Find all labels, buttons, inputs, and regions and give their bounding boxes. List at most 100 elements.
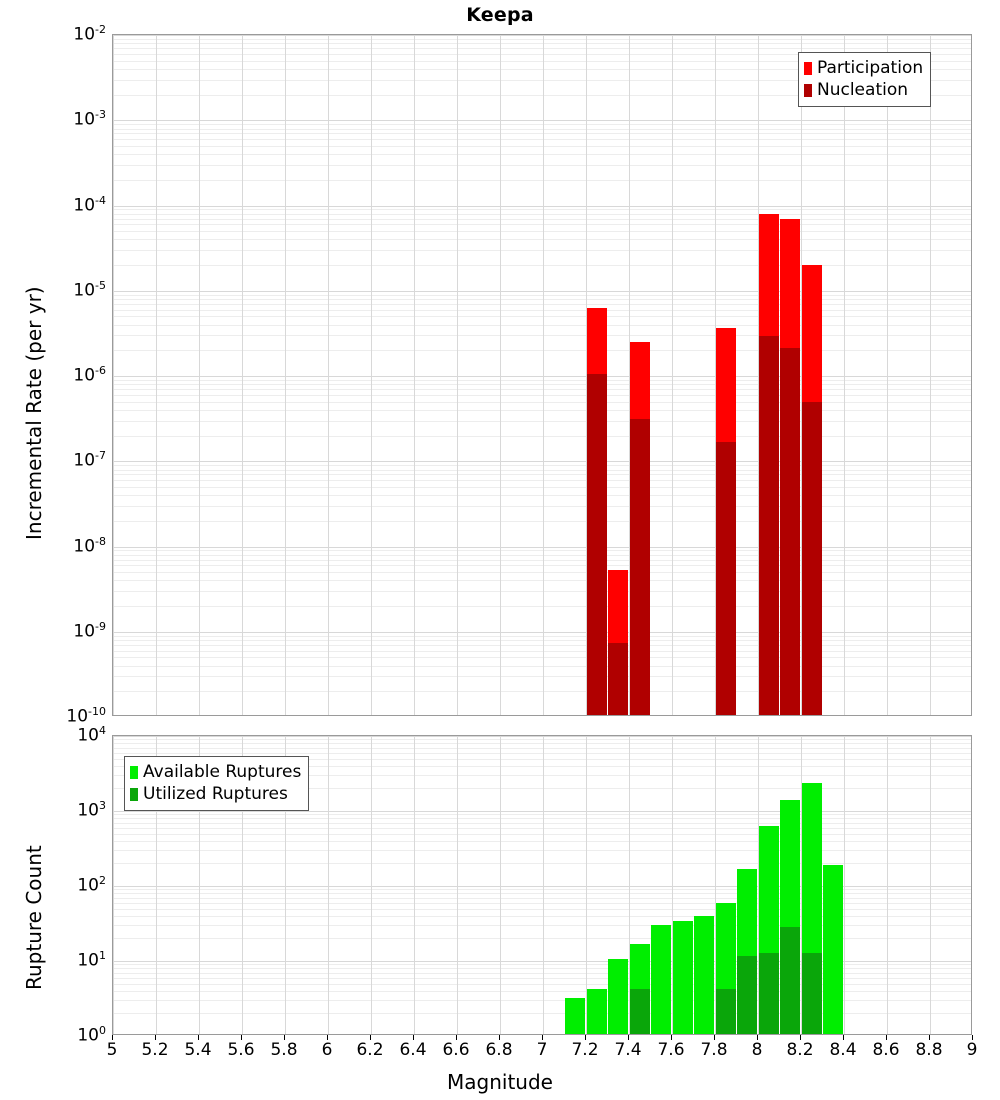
x-tick-label: 5.6 (227, 1040, 255, 1060)
x-tick-mark (327, 1035, 328, 1040)
x-tick-label: 8.4 (829, 1040, 857, 1060)
bar-participation (780, 219, 801, 715)
bar-available-ruptures (715, 903, 736, 1034)
legend-rupture-count: Available Ruptures Utilized Ruptures (124, 756, 310, 811)
x-tick-label: 7.6 (657, 1040, 685, 1060)
bar-nucleation (801, 401, 822, 715)
bar-nucleation (586, 374, 607, 715)
bar-nucleation (780, 348, 801, 715)
x-tick-label: 7.2 (571, 1040, 599, 1060)
x-tick-mark (800, 1035, 801, 1040)
y-tick-label: 10-7 (73, 449, 106, 471)
bar-available-ruptures (565, 998, 586, 1034)
bar-participation (586, 307, 607, 715)
legend-incremental-rate: Participation Nucleation (798, 52, 932, 107)
bar-available-ruptures (608, 959, 629, 1034)
y-tick-label: 10-4 (73, 193, 106, 216)
x-tick-label: 8.2 (786, 1040, 814, 1060)
bar-available-ruptures (823, 864, 844, 1034)
y-axis-label-bottom: Rupture Count (22, 845, 46, 990)
x-tick-mark (456, 1035, 457, 1040)
y-tick-label: 10-2 (73, 23, 106, 45)
x-tick-label: 8.6 (872, 1040, 900, 1060)
legend-item-nucleation[interactable]: Nucleation (804, 79, 923, 101)
bar-participation (758, 214, 779, 715)
bar-available-ruptures (586, 988, 607, 1034)
x-tick-mark (112, 1035, 113, 1040)
x-tick-mark (585, 1035, 586, 1040)
y-tick-label: 101 (77, 949, 106, 971)
bar-utilized-ruptures (758, 953, 779, 1034)
x-tick-label: 6 (321, 1040, 333, 1060)
x-tick-mark (413, 1035, 414, 1040)
bar-participation (629, 341, 650, 715)
page-title: Keepa (466, 4, 534, 26)
x-tick-label: 5 (106, 1040, 118, 1060)
legend-label-utilized-ruptures: Utilized Ruptures (143, 783, 288, 804)
x-axis-label: Magnitude (447, 1070, 553, 1094)
y-tick-label: 10-9 (73, 619, 106, 642)
legend-item-available-ruptures[interactable]: Available Ruptures (130, 761, 301, 783)
available-ruptures-swatch-icon (130, 765, 138, 779)
legend-label-participation: Participation (817, 57, 924, 78)
x-tick-label: 7 (536, 1040, 548, 1060)
y-tick-label: 103 (77, 799, 106, 821)
x-tick-mark (198, 1035, 199, 1040)
bar-available-ruptures (672, 921, 693, 1034)
bar-utilized-ruptures (780, 926, 801, 1034)
y-tick-label: 10-3 (73, 108, 106, 130)
x-tick-mark (499, 1035, 500, 1040)
x-tick-mark (628, 1035, 629, 1040)
x-tick-mark (714, 1035, 715, 1040)
y-tick-label: 10-6 (73, 364, 106, 386)
y-tick-label: 104 (77, 724, 106, 746)
x-tick-mark (370, 1035, 371, 1040)
bar-nucleation (758, 335, 779, 715)
x-tick-label: 8 (751, 1040, 763, 1060)
x-tick-mark (155, 1035, 156, 1040)
bars-rupture-count (113, 736, 971, 1034)
bar-nucleation (629, 418, 650, 715)
bar-available-ruptures (629, 943, 650, 1034)
x-tick-mark (241, 1035, 242, 1040)
x-tick-mark (542, 1035, 543, 1040)
bar-participation (608, 570, 629, 715)
x-tick-label: 7.4 (614, 1040, 642, 1060)
bar-utilized-ruptures (715, 988, 736, 1034)
legend-label-available-ruptures: Available Ruptures (143, 761, 302, 782)
y-tick-label: 100 (77, 1024, 106, 1046)
x-tick-mark (886, 1035, 887, 1040)
y-tick-label: 10-5 (73, 278, 106, 301)
bar-available-ruptures (651, 925, 672, 1034)
x-tick-mark (671, 1035, 672, 1040)
y-tick-label: 10-8 (73, 534, 106, 557)
x-tick-mark (284, 1035, 285, 1040)
bar-available-ruptures (737, 868, 758, 1034)
y-axis-label-top: Incremental Rate (per yr) (22, 286, 46, 540)
x-tick-label: 6.2 (356, 1040, 384, 1060)
x-tick-label: 5.8 (270, 1040, 298, 1060)
x-tick-label: 6.8 (485, 1040, 513, 1060)
participation-swatch-icon (804, 61, 812, 75)
x-tick-mark (843, 1035, 844, 1040)
bar-participation (801, 265, 822, 715)
x-tick-label: 9 (966, 1040, 978, 1060)
legend-item-participation[interactable]: Participation (804, 57, 923, 79)
bar-available-ruptures (758, 825, 779, 1034)
bar-nucleation (608, 642, 629, 715)
bar-utilized-ruptures (737, 955, 758, 1034)
legend-item-utilized-ruptures[interactable]: Utilized Ruptures (130, 783, 301, 805)
x-tick-label: 7.8 (700, 1040, 728, 1060)
bar-participation (715, 327, 736, 715)
x-tick-mark (929, 1035, 930, 1040)
x-tick-label: 6.4 (399, 1040, 427, 1060)
y-tick-label: 102 (77, 874, 106, 896)
bars-incremental-rate (113, 35, 971, 715)
bar-available-ruptures (780, 800, 801, 1034)
bar-utilized-ruptures (801, 953, 822, 1034)
legend-label-nucleation: Nucleation (817, 79, 909, 100)
y-tick-label: 10-10 (66, 705, 106, 727)
bar-nucleation (715, 441, 736, 715)
x-tick-label: 5.2 (141, 1040, 169, 1060)
